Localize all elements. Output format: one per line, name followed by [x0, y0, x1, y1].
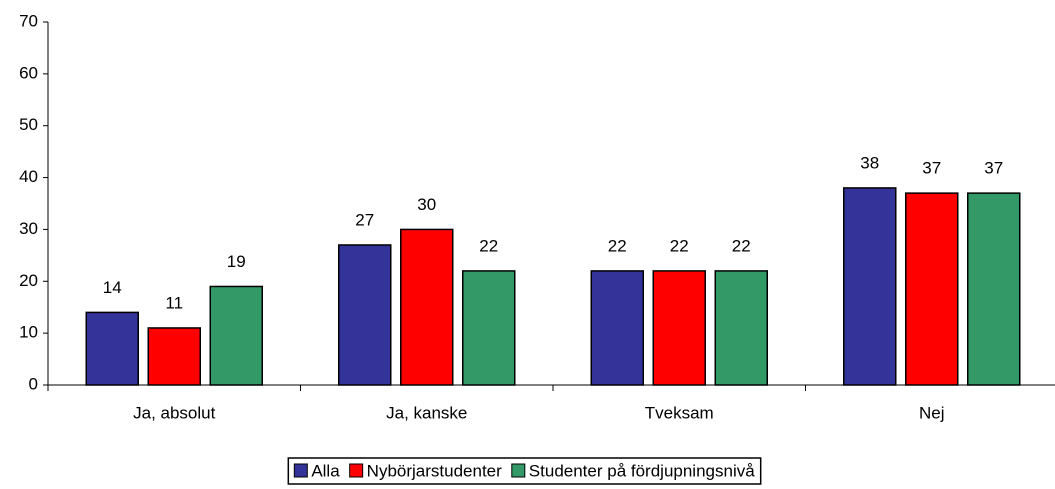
y-tick-label: 40: [19, 167, 38, 186]
legend-swatch: [511, 463, 526, 478]
data-label: 22: [608, 236, 627, 255]
bar: [338, 244, 392, 386]
y-tick-label: 60: [19, 63, 38, 82]
data-label: 37: [984, 159, 1003, 178]
y-tick-label: 0: [29, 374, 38, 393]
legend-label: Nybörjarstudenter: [367, 461, 502, 480]
data-label: 14: [103, 278, 122, 297]
y-tick-label: 20: [19, 271, 38, 290]
bar: [590, 270, 644, 386]
legend-label: Alla: [311, 461, 340, 480]
bar: [400, 228, 454, 386]
bar: [843, 187, 897, 386]
data-label: 11: [165, 293, 183, 312]
x-tick-label: Ja, absolut: [133, 403, 215, 422]
legend-swatch: [293, 463, 308, 478]
data-label: 22: [479, 236, 498, 255]
x-tick-label: Ja, kanske: [386, 403, 467, 422]
bar: [714, 270, 768, 386]
bar: [967, 192, 1021, 386]
data-label: 30: [417, 195, 436, 214]
bar: [85, 311, 139, 386]
x-tick-label: Nej: [919, 403, 945, 422]
bar: [209, 285, 263, 386]
y-tick-label: 70: [19, 11, 38, 30]
bar: [462, 270, 516, 386]
x-tick-label: Tveksam: [645, 403, 714, 422]
data-label: 22: [670, 236, 689, 255]
data-label: 19: [227, 252, 246, 271]
data-label: 38: [860, 153, 879, 172]
data-label: 37: [922, 159, 941, 178]
bar: [147, 327, 201, 386]
bar: [652, 270, 706, 386]
legend-swatch: [349, 463, 364, 478]
data-label: 22: [732, 236, 751, 255]
y-tick-label: 10: [19, 323, 38, 342]
bar: [905, 192, 959, 386]
legend-label: Studenter på fördjupningsnivå: [529, 461, 755, 480]
y-tick-label: 50: [19, 115, 38, 134]
data-label: 27: [355, 210, 374, 229]
y-tick-label: 30: [19, 219, 38, 238]
